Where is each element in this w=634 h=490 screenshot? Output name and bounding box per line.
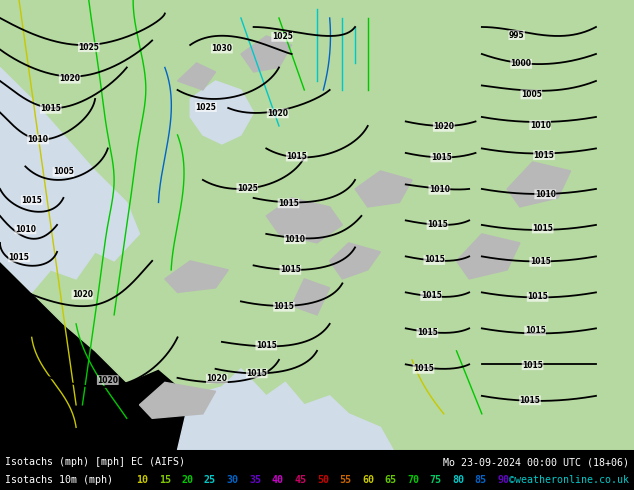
Text: 75: 75 <box>430 475 442 485</box>
Text: 1030: 1030 <box>211 44 233 53</box>
Text: 25: 25 <box>204 475 216 485</box>
Text: 10: 10 <box>136 475 148 485</box>
Text: 1015: 1015 <box>525 326 545 335</box>
Text: 60: 60 <box>362 475 374 485</box>
Polygon shape <box>0 0 634 450</box>
Text: 1010: 1010 <box>27 135 49 144</box>
Text: 1015: 1015 <box>522 361 543 370</box>
Text: ©weatheronline.co.uk: ©weatheronline.co.uk <box>509 475 629 485</box>
Text: 1015: 1015 <box>431 153 451 162</box>
Polygon shape <box>241 36 292 72</box>
Text: 1015: 1015 <box>520 396 540 405</box>
Text: 1020: 1020 <box>97 376 119 385</box>
Text: 90: 90 <box>497 475 509 485</box>
Text: 80: 80 <box>452 475 464 485</box>
Text: 1015: 1015 <box>278 199 299 208</box>
Text: 995: 995 <box>509 30 524 40</box>
Text: 40: 40 <box>272 475 283 485</box>
Text: 1005: 1005 <box>53 167 74 176</box>
Text: 1015: 1015 <box>274 302 294 311</box>
Text: 1010: 1010 <box>534 190 556 199</box>
Polygon shape <box>139 382 216 418</box>
Polygon shape <box>178 369 393 450</box>
Text: 65: 65 <box>384 475 396 485</box>
Polygon shape <box>266 198 342 243</box>
Text: 1015: 1015 <box>427 220 448 229</box>
Polygon shape <box>292 279 330 315</box>
Text: 1015: 1015 <box>22 196 42 205</box>
Polygon shape <box>355 171 412 207</box>
Text: 1010: 1010 <box>529 121 551 129</box>
Text: 1015: 1015 <box>41 104 61 113</box>
Text: 1020: 1020 <box>72 290 93 299</box>
Text: 30: 30 <box>226 475 238 485</box>
Text: Isotachs 10m (mph): Isotachs 10m (mph) <box>5 475 113 485</box>
Text: 1015: 1015 <box>530 257 550 266</box>
Text: 1010: 1010 <box>429 185 450 195</box>
Text: 1020: 1020 <box>267 109 288 118</box>
Text: 1025: 1025 <box>272 32 292 41</box>
Text: 1015: 1015 <box>534 151 554 160</box>
Polygon shape <box>456 234 520 279</box>
Polygon shape <box>330 243 380 279</box>
Text: 55: 55 <box>339 475 351 485</box>
Text: 1015: 1015 <box>247 369 267 378</box>
Text: 70: 70 <box>407 475 419 485</box>
Text: 1015: 1015 <box>533 224 553 233</box>
Text: 1010: 1010 <box>15 225 36 234</box>
Text: 1015: 1015 <box>417 328 437 338</box>
Text: 1010: 1010 <box>284 235 306 244</box>
Text: 1005: 1005 <box>521 90 541 99</box>
Text: 1015: 1015 <box>287 152 307 161</box>
Polygon shape <box>165 261 228 293</box>
Text: 1025: 1025 <box>237 184 257 193</box>
Text: 1015: 1015 <box>256 341 276 350</box>
Polygon shape <box>178 63 216 90</box>
Text: 35: 35 <box>249 475 261 485</box>
Text: 1015: 1015 <box>527 293 548 301</box>
Text: 1020: 1020 <box>206 374 228 383</box>
Polygon shape <box>507 162 571 207</box>
Text: 15: 15 <box>159 475 171 485</box>
Text: 1015: 1015 <box>421 292 441 300</box>
Text: 85: 85 <box>475 475 487 485</box>
Polygon shape <box>0 68 139 293</box>
Text: 1020: 1020 <box>433 122 455 131</box>
Polygon shape <box>190 81 254 144</box>
Text: 1025: 1025 <box>196 102 216 112</box>
Text: 20: 20 <box>181 475 193 485</box>
Text: 1015: 1015 <box>413 365 434 373</box>
Text: 1020: 1020 <box>59 74 81 83</box>
Text: 45: 45 <box>294 475 306 485</box>
Text: Isotachs (mph) [mph] EC (AIFS): Isotachs (mph) [mph] EC (AIFS) <box>5 457 185 467</box>
Text: 1015: 1015 <box>9 253 29 262</box>
Text: 1015: 1015 <box>424 255 444 265</box>
Text: 1000: 1000 <box>510 59 532 69</box>
Text: 1015: 1015 <box>280 266 301 274</box>
Text: 50: 50 <box>317 475 329 485</box>
Text: 1025: 1025 <box>79 43 99 52</box>
Text: Mo 23-09-2024 00:00 UTC (18+06): Mo 23-09-2024 00:00 UTC (18+06) <box>443 457 629 467</box>
